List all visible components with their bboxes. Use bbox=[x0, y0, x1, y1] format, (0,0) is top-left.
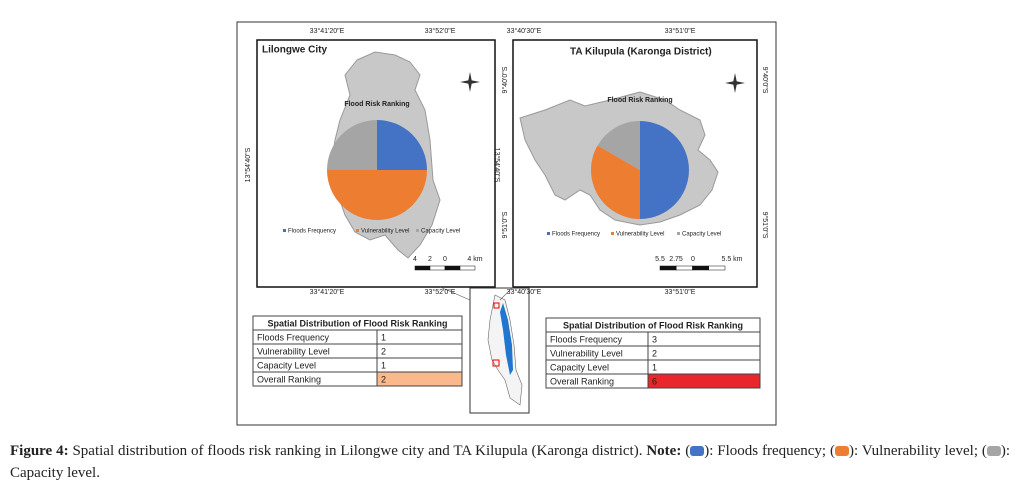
coord-label: 33°51'0"E bbox=[665, 288, 696, 296]
table-cell bbox=[647, 373, 761, 389]
coord-label: 33°41'20"E bbox=[310, 288, 345, 296]
legend-swatch bbox=[283, 229, 286, 232]
row-label: Overall Ranking bbox=[550, 376, 614, 386]
note-text: ): Floods frequency; bbox=[704, 443, 827, 459]
pie-slice bbox=[597, 121, 640, 170]
coord-label: 13°54'40"S bbox=[493, 148, 501, 183]
scale-label: 0 bbox=[443, 256, 447, 263]
coord-label: 13°54'40"S bbox=[244, 147, 252, 182]
note-swatch bbox=[834, 446, 849, 456]
coord-label: 33°40'30"E bbox=[507, 27, 542, 35]
row-label: Capacity Level bbox=[550, 362, 609, 372]
legend-swatch bbox=[356, 229, 359, 232]
legend-label: Capacity Level bbox=[421, 229, 460, 235]
caption: Figure 4: Spatial distribution of floods… bbox=[10, 440, 1010, 484]
table-cell bbox=[376, 371, 463, 387]
row-label: Vulnerability Level bbox=[550, 348, 623, 358]
table-cell bbox=[647, 345, 761, 361]
legend-swatch bbox=[416, 229, 419, 232]
scale-bar bbox=[676, 265, 693, 271]
caption-text: Spatial distribution of floods risk rank… bbox=[72, 443, 643, 459]
table-cell bbox=[647, 359, 761, 375]
scale-bar bbox=[459, 265, 476, 271]
table-cell bbox=[647, 331, 761, 347]
legend-label: Floods Frequency bbox=[552, 232, 600, 238]
note-swatch bbox=[986, 446, 1001, 456]
coord-label: 33°51'0"E bbox=[665, 27, 696, 35]
pie-slice bbox=[327, 170, 427, 220]
scale-label: 4 km bbox=[467, 256, 482, 263]
note-label: Note: bbox=[646, 443, 682, 459]
legend-label: Vulnerability Level bbox=[616, 232, 664, 238]
table-header-text: Spatial Distribution of Flood Risk Ranki… bbox=[267, 318, 447, 328]
note-open: ( bbox=[685, 443, 691, 459]
coord-label: 33°40'30"E bbox=[507, 288, 542, 296]
row-value: 2 bbox=[381, 346, 386, 356]
scale-label: 2.75 bbox=[669, 256, 683, 263]
map-title: Lilongwe City bbox=[262, 45, 327, 56]
row-value: 2 bbox=[381, 374, 386, 384]
note-text: ): Capacity level. bbox=[10, 443, 1011, 481]
scale-label: 5.5 km bbox=[721, 256, 742, 263]
scale-label: 5.5 bbox=[655, 256, 665, 263]
row-value: 1 bbox=[381, 360, 386, 370]
legend-swatch bbox=[677, 232, 680, 235]
row-value: 2 bbox=[652, 348, 657, 358]
legend-swatch bbox=[611, 232, 614, 235]
row-value: 6 bbox=[652, 376, 657, 386]
scale-label: 2 bbox=[428, 256, 432, 263]
legend-label: Floods Frequency bbox=[288, 229, 336, 235]
scale-label: 4 bbox=[413, 256, 417, 263]
note-text: ): Vulnerability level; bbox=[848, 443, 978, 459]
scale-bar bbox=[659, 265, 677, 271]
coord-label: 9°51'0"S bbox=[761, 212, 769, 239]
row-value: 1 bbox=[381, 332, 386, 342]
inset-map bbox=[439, 286, 530, 414]
scale-bar bbox=[708, 265, 726, 271]
figure: Lilongwe City Flood Risk Ranking 33°41'20"… bbox=[236, 21, 777, 426]
table-cell bbox=[376, 343, 463, 359]
row-label: Floods Frequency bbox=[257, 332, 330, 342]
pie-title: Flood Risk Ranking bbox=[344, 101, 409, 108]
coord-label: 9°51'0"S bbox=[501, 211, 509, 238]
pie-slice bbox=[327, 120, 377, 170]
table-cell bbox=[376, 329, 463, 345]
compass bbox=[460, 72, 745, 93]
pie-title: Flood Risk Ranking bbox=[607, 97, 672, 104]
note-open: ( bbox=[981, 443, 987, 459]
coord-label: 33°41'20"E bbox=[310, 27, 345, 35]
scale-label: 0 bbox=[691, 256, 695, 263]
table-header-text: Spatial Distribution of Flood Risk Ranki… bbox=[563, 320, 743, 330]
pie-slice bbox=[377, 120, 427, 170]
pie-slice bbox=[640, 121, 689, 219]
scale-bar bbox=[692, 265, 709, 271]
table-cell bbox=[376, 357, 463, 373]
coord-label: 9°40'0"S bbox=[761, 67, 769, 94]
row-label: Capacity Level bbox=[257, 360, 316, 370]
row-value: 3 bbox=[652, 334, 657, 344]
caption-label: Figure 4: bbox=[10, 443, 69, 459]
scale-bar bbox=[429, 265, 446, 271]
legend-label: Capacity Level bbox=[682, 232, 721, 238]
row-label: Vulnerability Level bbox=[257, 346, 330, 356]
row-value: 1 bbox=[652, 362, 657, 372]
coord-label: 33°52'0"E bbox=[425, 288, 456, 296]
note-open: ( bbox=[829, 443, 835, 459]
legend-label: Vulnerability Level bbox=[361, 229, 409, 235]
legend-swatch bbox=[547, 232, 550, 235]
row-label: Floods Frequency bbox=[550, 334, 623, 344]
coord-label: 33°52'0"E bbox=[425, 27, 456, 35]
note-swatch bbox=[690, 446, 705, 456]
row-label: Overall Ranking bbox=[257, 374, 321, 384]
scale-bar bbox=[414, 265, 431, 271]
coord-label: 9°40'0"S bbox=[501, 66, 509, 93]
map-title: TA Kilupula (Karonga District) bbox=[570, 47, 712, 58]
scale-bar bbox=[444, 265, 461, 271]
pie-slice bbox=[591, 145, 640, 219]
